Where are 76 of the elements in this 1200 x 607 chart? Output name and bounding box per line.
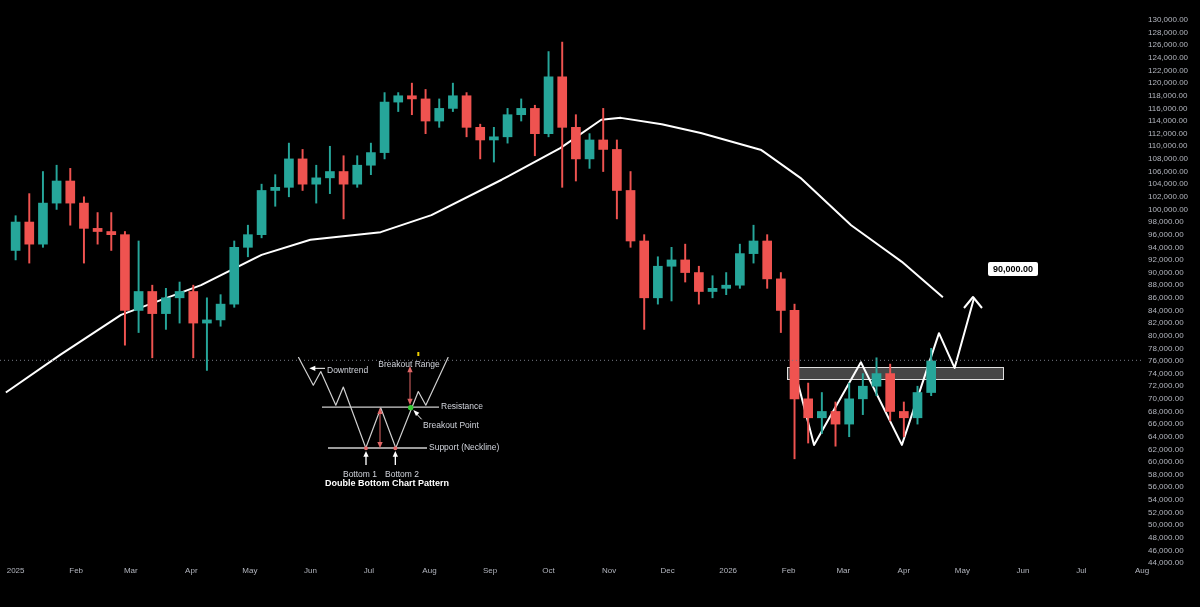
y-tick-label: 58,000.00 — [1148, 469, 1185, 479]
y-tick-label: 126,000.00 — [1148, 40, 1189, 50]
x-tick-label: Apr — [897, 566, 911, 575]
text: Double Bottom Chart Pattern — [324, 478, 450, 489]
x-tick-label: Feb — [69, 566, 84, 575]
ref-line-label: Resistance — [441, 401, 484, 412]
y-tick-label: 46,000.00 — [1148, 545, 1185, 555]
y-tick-label: 66,000.00 — [1148, 419, 1185, 429]
ref-line-label: Support (Neckline) — [429, 442, 500, 453]
y-tick-label: 72,000.00 — [1148, 381, 1185, 391]
x-tick-label: Feb — [781, 566, 797, 575]
y-tick-label: 92,000.00 — [1148, 255, 1185, 265]
y-tick-label: 110,000.00 — [1148, 141, 1188, 151]
annotation: 90,000.00 — [988, 262, 1039, 276]
annotation: Bottom 2 — [385, 469, 420, 480]
x-tick-label: Jul — [363, 566, 375, 575]
y-tick-label: 128,000.00 — [1148, 27, 1189, 37]
y-tick-label: 122,000.00 — [1148, 65, 1189, 75]
candlestick — [489, 127, 499, 163]
y-tick-label: 56,000.00 — [1148, 482, 1185, 492]
y-tick-label: 60,000.00 — [1148, 457, 1185, 467]
x-tick-label: Dec — [660, 566, 675, 575]
y-tick-label: 82,000.00 — [1148, 318, 1185, 328]
y-tick-label: 68,000.00 — [1148, 406, 1185, 416]
x-tick-label: Aug — [422, 566, 437, 575]
x-tick-label: 2026 — [719, 566, 738, 575]
annotation: Bottom 1 — [342, 469, 378, 480]
y-tick-label: 88,000.00 — [1148, 280, 1185, 290]
y-tick-label: 130,000.00 — [1148, 15, 1189, 25]
annotation: Breakout Point — [423, 420, 480, 431]
y-tick-label: 114,000.00 — [1148, 116, 1188, 126]
x-tick-label: Jun — [303, 566, 317, 575]
y-tick-label: 50,000.00 — [1148, 520, 1185, 530]
y-tick-label: 80,000.00 — [1148, 330, 1185, 340]
y-tick-label: 120,000.00 — [1148, 78, 1189, 88]
annotation: Downtrend — [327, 365, 369, 376]
x-tick-label: Nov — [601, 566, 617, 575]
y-tick-label: 44,000.00 — [1148, 558, 1185, 568]
x-tick-label: May — [242, 566, 258, 575]
x-tick-label: Jun — [1016, 566, 1030, 575]
y-tick-label: 104,000.00 — [1148, 179, 1189, 189]
y-tick-label: 64,000.00 — [1148, 431, 1185, 441]
y-tick-label: 70,000.00 — [1148, 394, 1185, 404]
y-tick-label: 118,000.00 — [1148, 90, 1188, 100]
y-tick-label: 52,000.00 — [1148, 507, 1185, 517]
x-tick-label: 2025 — [6, 566, 26, 575]
y-tick-label: 74,000.00 — [1148, 368, 1185, 378]
annotation: Breakout Range — [378, 359, 440, 370]
y-tick-label: 108,000.00 — [1148, 154, 1189, 164]
y-tick-label: 100,000.00 — [1148, 204, 1189, 214]
y-tick-label: 48,000.00 — [1148, 532, 1185, 542]
y-tick-label: 102,000.00 — [1148, 191, 1189, 201]
y-tick-label: 62,000.00 — [1148, 444, 1185, 454]
y-tick-label: 98,000.00 — [1148, 217, 1185, 227]
y-tick-label: 54,000.00 — [1148, 495, 1185, 505]
x-tick-label: Aug — [1134, 566, 1150, 575]
y-tick-label: 124,000.00 — [1148, 53, 1189, 63]
x-tick-label: Oct — [542, 566, 556, 575]
y-tick-label: 106,000.00 — [1148, 166, 1189, 176]
x-tick-label: Mar — [123, 566, 139, 575]
y-tick-label: 78,000.00 — [1148, 343, 1185, 353]
candlestick — [270, 174, 281, 207]
y-tick-label: 86,000.00 — [1148, 293, 1185, 303]
y-tick-label: 94,000.00 — [1148, 242, 1185, 252]
y-tick-label: 90,000.00 — [1148, 267, 1185, 277]
x-tick-label: May — [954, 566, 970, 575]
x-tick-label: Apr — [185, 566, 198, 575]
y-tick-label: 76,000.00 — [1148, 356, 1185, 366]
y-tick-label: 116,000.00 — [1148, 103, 1188, 113]
x-tick-label: Jul — [1076, 566, 1087, 575]
candlestick — [106, 212, 117, 251]
y-tick-label: 96,000.00 — [1148, 229, 1185, 239]
x-tick-label: Mar — [836, 566, 851, 575]
y-tick-label: 84,000.00 — [1148, 305, 1185, 315]
y-tick-label: 112,000.00 — [1148, 128, 1188, 138]
x-tick-label: Sep — [482, 566, 498, 575]
